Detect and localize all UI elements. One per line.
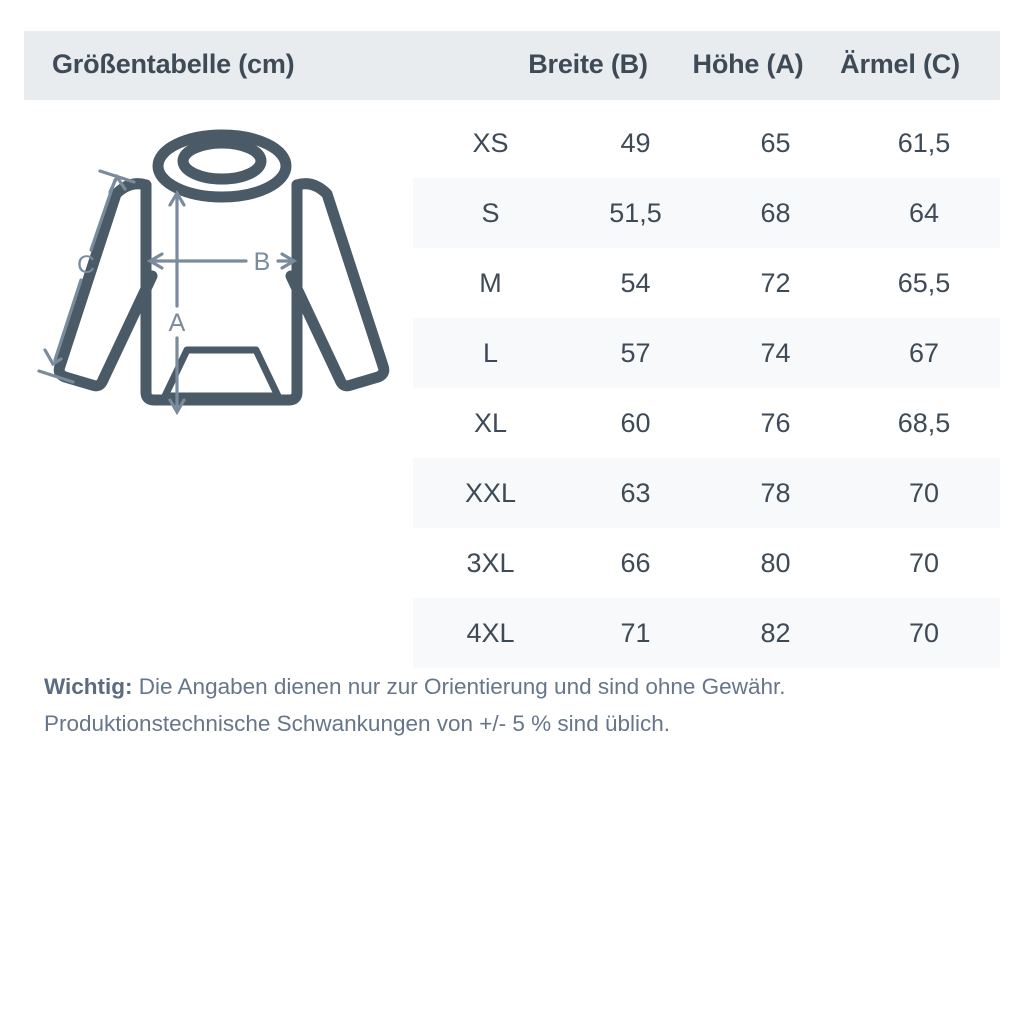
hoodie-left-sleeve <box>53 178 158 392</box>
measure-label-a: A <box>169 309 186 337</box>
table-row: XS 49 65 61,5 <box>413 108 1000 178</box>
cell-size: XL <box>473 407 508 438</box>
measure-label-c: C <box>77 251 95 279</box>
table-row: 4XL 71 82 70 <box>413 598 1000 668</box>
table-header-band: Größentabelle (cm) Breite (B) Höhe (A) Ä… <box>24 31 1000 100</box>
cell-size: 4XL <box>466 617 515 648</box>
cell-breite: 54 <box>620 267 651 298</box>
cell-size: M <box>479 267 502 298</box>
cell-size: S <box>481 197 500 228</box>
cell-hoehe: 72 <box>760 267 791 298</box>
cell-aermel: 65,5 <box>897 267 951 298</box>
hoodie-body-outline <box>140 179 303 406</box>
table-row: M 54 72 65,5 <box>413 248 1000 318</box>
cell-hoehe: 80 <box>760 547 791 578</box>
cell-hoehe: 76 <box>760 407 791 438</box>
cell-breite: 49 <box>620 127 651 158</box>
page-title: Größentabelle (cm) <box>52 49 295 79</box>
cell-size: XXL <box>464 477 517 508</box>
disclaimer-note: Wichtig: Die Angaben dienen nur zur Orie… <box>44 668 984 742</box>
cell-hoehe: 78 <box>760 477 791 508</box>
cell-size: 3XL <box>466 547 515 578</box>
disclaimer-line-1: Die Angaben dienen nur zur Orientierung … <box>132 674 786 699</box>
cell-aermel: 64 <box>908 197 940 228</box>
hoodie-right-sleeve <box>285 178 390 392</box>
measure-c-line-bottom <box>53 278 83 362</box>
size-table: XS 49 65 61,5 S 51,5 68 64 M 54 72 65,5 … <box>413 108 1000 668</box>
hoodie-hood-inner <box>177 137 267 185</box>
measure-a-arrowhead-bottom <box>168 398 186 416</box>
cell-aermel: 70 <box>908 477 940 508</box>
cell-size: L <box>482 337 499 368</box>
hoodie-pocket <box>161 346 282 400</box>
column-header-breite: Breite (B) <box>528 49 648 79</box>
cell-breite: 57 <box>620 337 651 368</box>
cell-breite: 71 <box>620 617 651 648</box>
cell-hoehe: 68 <box>760 197 791 228</box>
disclaimer-label: Wichtig: <box>44 674 133 699</box>
column-header-hoehe: Höhe (A) <box>692 49 804 79</box>
measure-b-arrowhead-right <box>280 252 298 270</box>
hoodie-diagram: B A C <box>34 128 414 458</box>
cell-size: XS <box>472 127 509 158</box>
measure-c-arrowhead-bottom <box>43 348 63 367</box>
column-header-aermel: Ärmel (C) <box>840 49 960 79</box>
measure-c-tick-top <box>98 169 136 184</box>
cell-aermel: 70 <box>908 547 940 578</box>
cell-breite: 51,5 <box>609 197 662 228</box>
measure-b-arrowhead-left <box>146 252 164 270</box>
cell-aermel: 67 <box>908 337 940 368</box>
table-row: L 57 74 67 <box>413 318 1000 388</box>
cell-breite: 63 <box>620 477 651 508</box>
table-row: 3XL 66 80 70 <box>413 528 1000 598</box>
table-row: S 51,5 68 64 <box>413 178 1000 248</box>
cell-aermel: 70 <box>908 617 940 648</box>
cell-breite: 66 <box>620 547 651 578</box>
table-row: XXL 63 78 70 <box>413 458 1000 528</box>
column-headers: Breite (B) Höhe (A) Ärmel (C) <box>504 49 976 80</box>
table-row: XL 60 76 68,5 <box>413 388 1000 458</box>
measure-c-tick-bottom <box>37 369 75 384</box>
cell-breite: 60 <box>620 407 651 438</box>
disclaimer-line-2: Produktionstechnische Schwankungen von +… <box>44 711 671 736</box>
cell-aermel: 61,5 <box>897 127 951 158</box>
cell-hoehe: 74 <box>760 337 791 368</box>
measure-label-b: B <box>254 248 271 276</box>
cell-hoehe: 65 <box>760 127 791 158</box>
cell-aermel: 68,5 <box>897 407 951 438</box>
measure-a-arrowhead-top <box>168 189 186 207</box>
cell-hoehe: 82 <box>760 617 791 648</box>
hoodie-hood-outer <box>152 129 292 203</box>
